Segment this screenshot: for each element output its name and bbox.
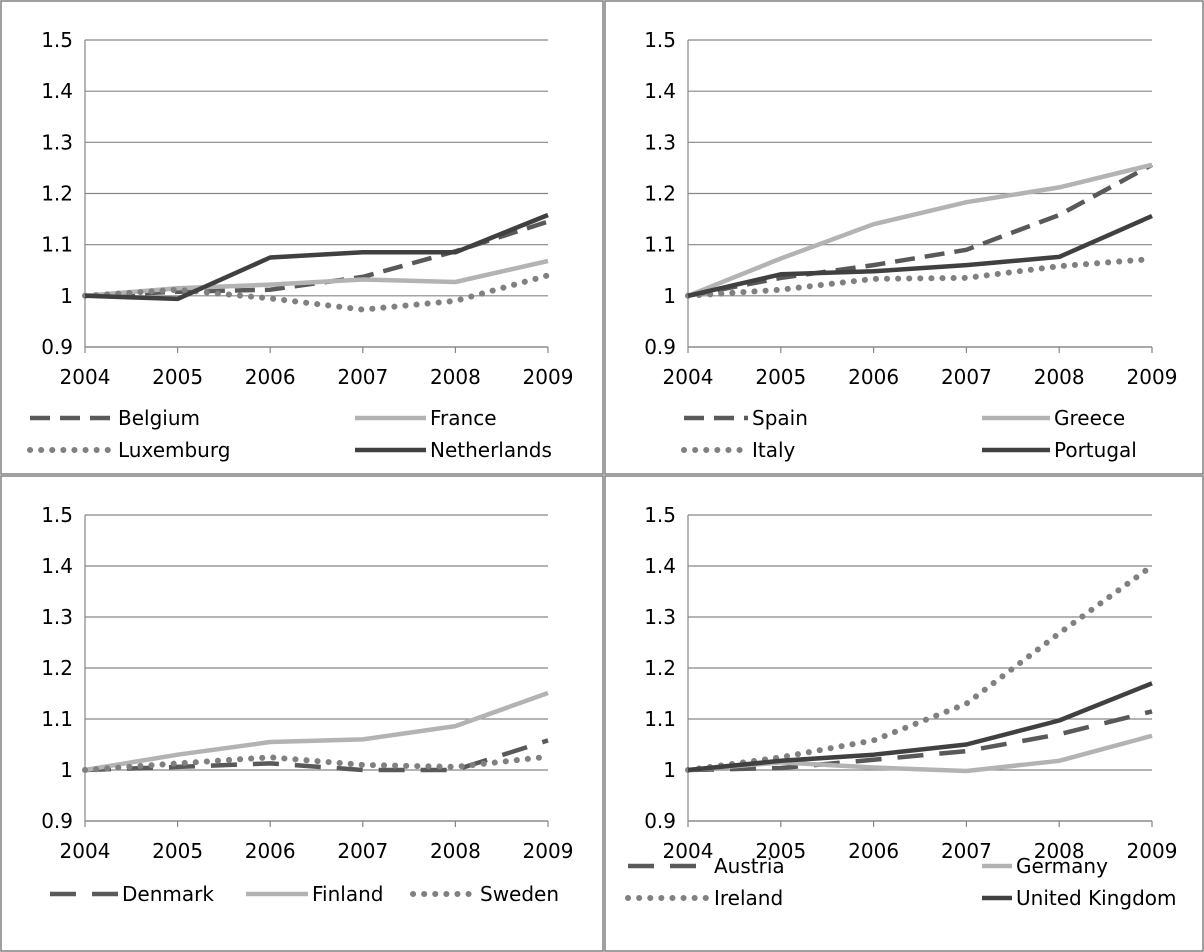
y-tick-label: 1.3 <box>644 605 676 629</box>
x-tick-label: 2009 <box>1127 839 1178 863</box>
panel-border <box>604 475 1204 952</box>
legend-label: Greece <box>1054 406 1125 430</box>
y-tick-label: 1.2 <box>644 656 676 680</box>
y-tick-label: 0.9 <box>41 335 73 359</box>
y-tick-label: 1.4 <box>644 79 676 103</box>
y-tick-label: 0.9 <box>644 335 676 359</box>
x-tick-label: 2006 <box>245 839 296 863</box>
legend-label: Italy <box>752 438 796 462</box>
legend-label: United Kingdom <box>1016 886 1177 910</box>
y-tick-label: 1.2 <box>41 182 73 206</box>
legend-label: France <box>430 406 497 430</box>
x-tick-label: 2008 <box>430 365 481 389</box>
chart-panel-3: 0.9 1 1.1 1.2 1.3 1.4 1.5 2004 2005 2006 2007 2008 2… <box>0 475 604 952</box>
x-tick-label: 2009 <box>523 365 574 389</box>
legend-label: Luxemburg <box>118 438 230 462</box>
series-line-france <box>84 258 549 299</box>
y-tick-label: 1.3 <box>644 130 676 154</box>
y-tick-label: 1.3 <box>41 605 73 629</box>
x-tick-label: 2006 <box>848 839 899 863</box>
x-tick-label: 2006 <box>848 365 899 389</box>
x-tick-label: 2004 <box>663 365 714 389</box>
series-line-finland <box>84 690 549 773</box>
y-tick-label: 1.5 <box>644 28 676 52</box>
x-tick-label: 2004 <box>60 365 111 389</box>
legend-label: Ireland <box>714 886 783 910</box>
x-tick-label: 2005 <box>755 839 806 863</box>
y-tick-label: 1 <box>663 758 676 782</box>
panel-border <box>0 0 604 475</box>
chart-panel-2: 0.9 1 1.1 1.2 1.3 1.4 1.5 2004 2005 2006 2007 2008 2… <box>604 0 1204 475</box>
y-tick-label: 1.5 <box>644 503 676 527</box>
legend-label: Netherlands <box>430 438 552 462</box>
legend-label: Germany <box>1016 854 1108 878</box>
x-tick-label: 2004 <box>60 839 111 863</box>
chart-panel-4: 0.9 1 1.1 1.2 1.3 1.4 1.5 2004 2005 2006 2007 2008 2… <box>604 475 1204 952</box>
y-tick-label: 1.4 <box>41 554 73 578</box>
y-tick-label: 1 <box>60 758 73 782</box>
legend-label: Sweden <box>480 882 559 906</box>
y-tick-label: 1.5 <box>41 503 73 527</box>
x-tick-label: 2008 <box>1034 839 1085 863</box>
y-tick-label: 1.2 <box>644 182 676 206</box>
y-tick-label: 0.9 <box>644 809 676 833</box>
x-tick-label: 2007 <box>337 839 388 863</box>
y-tick-label: 1.1 <box>41 707 73 731</box>
series-line-sweden <box>82 753 551 773</box>
y-tick-label: 1 <box>60 284 73 308</box>
y-tick-label: 0.9 <box>41 809 73 833</box>
series-line-portugal <box>687 213 1153 298</box>
x-tick-label: 2005 <box>152 365 203 389</box>
x-tick-label: 2009 <box>1127 365 1178 389</box>
x-tick-label: 2007 <box>941 365 992 389</box>
series-line-luxemburg <box>82 272 551 313</box>
series-line-belgium <box>84 219 549 299</box>
legend-label: Austria <box>714 854 785 878</box>
legend-label: Belgium <box>118 406 200 430</box>
series-line-italy <box>685 256 1155 299</box>
y-tick-label: 1.1 <box>41 233 73 257</box>
legend-label: Denmark <box>122 882 214 906</box>
series-line-united-kingdom <box>687 681 1153 773</box>
series-line-austria <box>687 709 1153 773</box>
y-tick-label: 1.2 <box>41 656 73 680</box>
x-tick-label: 2005 <box>755 365 806 389</box>
panel-border <box>604 0 1204 475</box>
x-tick-label: 2006 <box>245 365 296 389</box>
y-tick-label: 1.4 <box>644 554 676 578</box>
legend-label: Finland <box>312 882 383 906</box>
series-line-netherlands <box>84 212 549 302</box>
panel-border <box>0 475 604 952</box>
x-tick-label: 2008 <box>430 839 481 863</box>
y-tick-label: 1.4 <box>41 79 73 103</box>
x-tick-label: 2007 <box>941 839 992 863</box>
x-tick-label: 2008 <box>1034 365 1085 389</box>
x-tick-label: 2004 <box>663 839 714 863</box>
y-tick-label: 1.1 <box>644 707 676 731</box>
chart-panel-1: 0.9 1 1.1 1.2 1.3 1.4 1.5 2004 2005 2006 2007 2008 2… <box>0 0 604 475</box>
x-tick-label: 2005 <box>152 839 203 863</box>
x-tick-label: 2009 <box>523 839 574 863</box>
legend-label: Spain <box>752 406 808 430</box>
legend-label: Portugal <box>1054 438 1137 462</box>
series-line-ireland <box>685 563 1155 773</box>
x-tick-label: 2007 <box>337 365 388 389</box>
y-tick-label: 1.1 <box>644 233 676 257</box>
y-tick-label: 1 <box>663 284 676 308</box>
y-tick-label: 1.3 <box>41 130 73 154</box>
series-line-spain <box>687 162 1154 299</box>
series-line-greece <box>687 162 1153 298</box>
y-tick-label: 1.5 <box>41 28 73 52</box>
